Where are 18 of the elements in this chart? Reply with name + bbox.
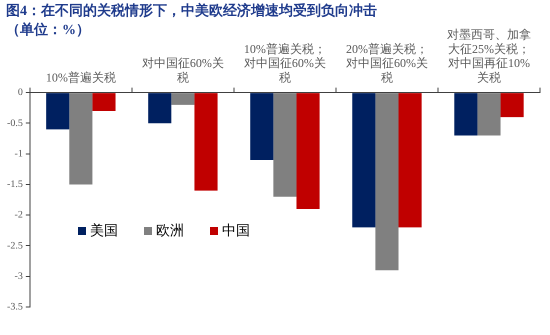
chart-title: 图4：在不同的关税情形下，中美欧经济增速均受到负向冲击 — [6, 2, 377, 21]
legend-label: 美国 — [90, 222, 118, 240]
legend-label: 中国 — [222, 222, 250, 240]
legend-label: 欧洲 — [156, 222, 184, 240]
y-tick-label: -1.5 — [6, 179, 23, 190]
y-tick-label: -3 — [14, 270, 23, 282]
x-tick-label: 10%普遍关税；对中国征60%关税 — [244, 42, 326, 85]
y-tick-label: -3.5 — [6, 302, 23, 313]
x-tick-label: 20%普遍关税；对中国征60%关税 — [346, 42, 428, 85]
y-tick-label: 0 — [18, 87, 23, 98]
y-tick-label: -2.5 — [6, 240, 23, 252]
chart-subtitle: （单位：%） — [6, 21, 91, 40]
y-tick-label: -1 — [14, 148, 23, 160]
y-tick-label: -0.5 — [6, 118, 23, 129]
x-tick-label: 对中国征60%关税 — [142, 56, 224, 85]
x-tick-label: 对墨西哥、加拿大征25%关税；对中国再征10%关税 — [446, 27, 531, 85]
x-tick-label: 10%普遍关税 — [46, 70, 116, 85]
y-tick-label: -2 — [14, 210, 23, 221]
